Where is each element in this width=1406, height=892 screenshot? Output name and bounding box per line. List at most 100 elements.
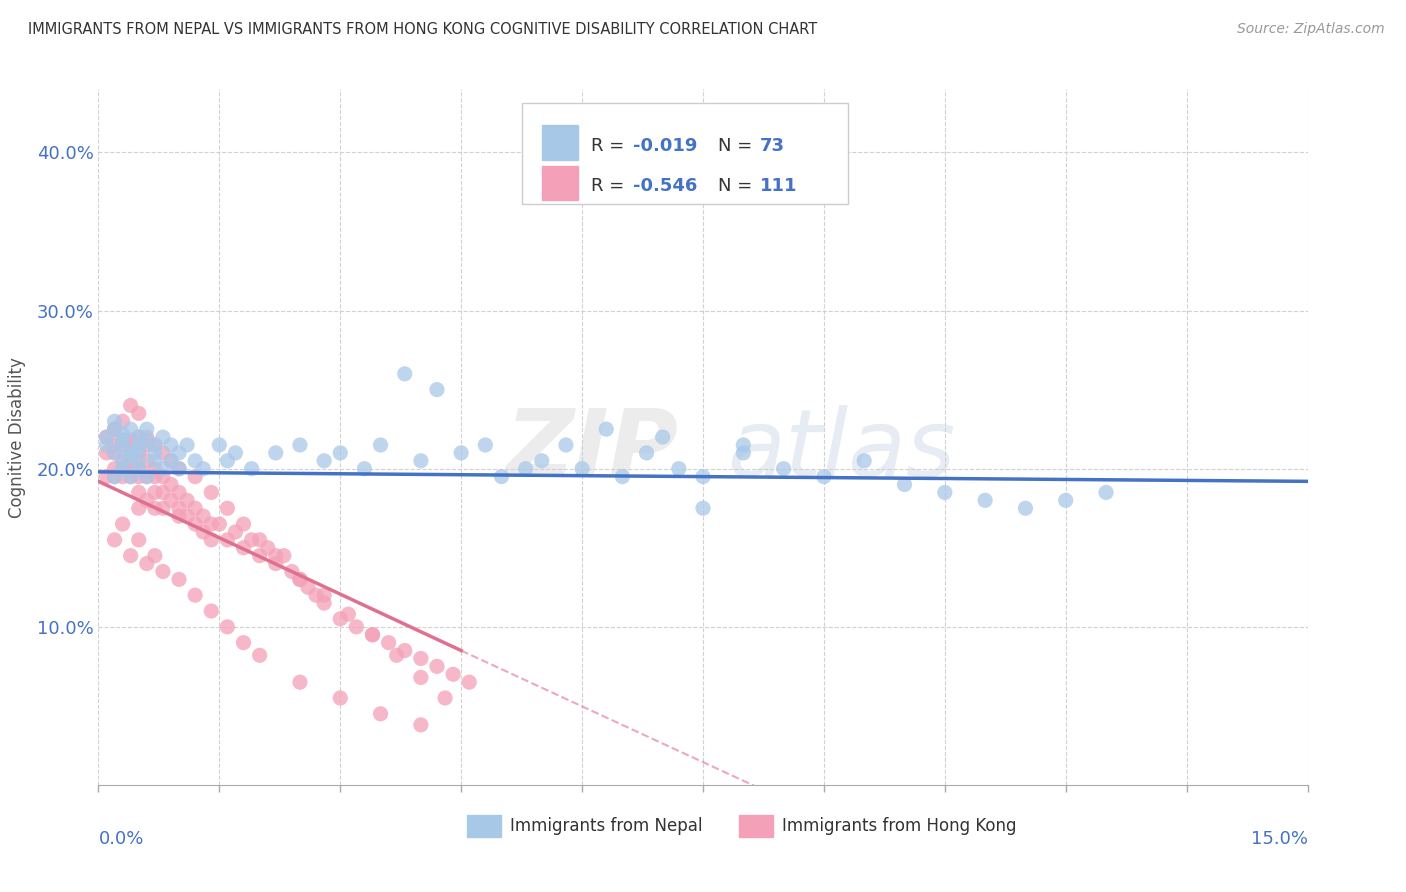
Point (692, 469, 714, 483)
Point (167, 461, 190, 475)
Point (135, 438, 157, 452)
Point (103, 438, 125, 452)
Point (184, 588, 207, 602)
Point (176, 493, 198, 508)
Point (111, 516, 134, 531)
Point (120, 438, 142, 452)
Point (288, 438, 311, 452)
Point (692, 501, 714, 516)
Point (224, 524, 246, 539)
Point (409, 454, 432, 468)
Point (152, 469, 174, 483)
Point (281, 565, 304, 579)
Text: 15.0%: 15.0% (1250, 830, 1308, 848)
Point (240, 533, 263, 547)
Point (143, 438, 166, 452)
Point (224, 446, 246, 460)
Point (111, 461, 134, 475)
Point (515, 461, 537, 475)
Point (176, 438, 198, 452)
Point (135, 454, 157, 468)
Point (200, 533, 222, 547)
Point (152, 446, 174, 460)
Point (128, 430, 150, 444)
Point (208, 516, 231, 531)
Point (193, 524, 215, 539)
Point (96, 438, 118, 452)
Point (1014, 501, 1036, 516)
Bar (740, 815, 773, 837)
Point (200, 485, 222, 500)
Point (612, 469, 634, 483)
Point (135, 430, 157, 444)
Point (120, 422, 142, 436)
Point (441, 667, 464, 681)
Point (128, 533, 150, 547)
Point (426, 383, 449, 397)
Point (103, 446, 125, 460)
Point (135, 557, 157, 571)
Point (208, 438, 231, 452)
Point (733, 438, 755, 452)
Point (111, 434, 134, 448)
Point (232, 635, 254, 649)
Bar (543, 166, 578, 201)
Point (361, 628, 384, 642)
Point (143, 549, 166, 563)
Text: Source: ZipAtlas.com: Source: ZipAtlas.com (1237, 22, 1385, 37)
Point (143, 461, 166, 475)
Point (193, 509, 215, 524)
Point (128, 501, 150, 516)
Point (111, 454, 134, 468)
Point (128, 454, 150, 468)
Point (128, 469, 150, 483)
Point (120, 446, 142, 460)
Point (200, 516, 222, 531)
Point (329, 446, 352, 460)
Point (329, 690, 352, 705)
Text: Immigrants from Hong Kong: Immigrants from Hong Kong (782, 817, 1017, 835)
Point (152, 485, 174, 500)
Point (184, 516, 207, 531)
Point (256, 541, 278, 555)
Point (160, 493, 183, 508)
Point (128, 461, 150, 475)
Point (184, 454, 207, 468)
Point (152, 430, 174, 444)
Point (143, 485, 166, 500)
Point (103, 422, 125, 436)
Point (135, 469, 157, 483)
Point (152, 565, 174, 579)
Point (232, 516, 254, 531)
Point (96, 446, 118, 460)
Point (111, 434, 134, 448)
Point (571, 461, 593, 475)
Point (1095, 485, 1118, 500)
Point (595, 422, 617, 436)
Point (135, 422, 157, 436)
Point (377, 635, 399, 649)
Point (344, 620, 367, 634)
Point (160, 477, 183, 491)
Point (143, 469, 166, 483)
Point (434, 690, 457, 705)
Point (103, 446, 125, 460)
Text: N =: N = (717, 178, 758, 195)
Point (128, 442, 150, 457)
Point (555, 438, 578, 452)
Point (361, 628, 384, 642)
Point (200, 604, 222, 618)
Point (103, 414, 125, 428)
Point (249, 648, 271, 663)
Point (217, 454, 239, 468)
Point (111, 426, 134, 441)
Point (135, 493, 157, 508)
Point (103, 422, 125, 436)
Point (135, 434, 157, 448)
Text: IMMIGRANTS FROM NEPAL VS IMMIGRANTS FROM HONG KONG COGNITIVE DISABILITY CORRELAT: IMMIGRANTS FROM NEPAL VS IMMIGRANTS FROM… (28, 22, 817, 37)
Point (288, 675, 311, 690)
Point (426, 659, 449, 673)
Point (288, 573, 311, 587)
Point (249, 549, 271, 563)
Point (160, 438, 183, 452)
